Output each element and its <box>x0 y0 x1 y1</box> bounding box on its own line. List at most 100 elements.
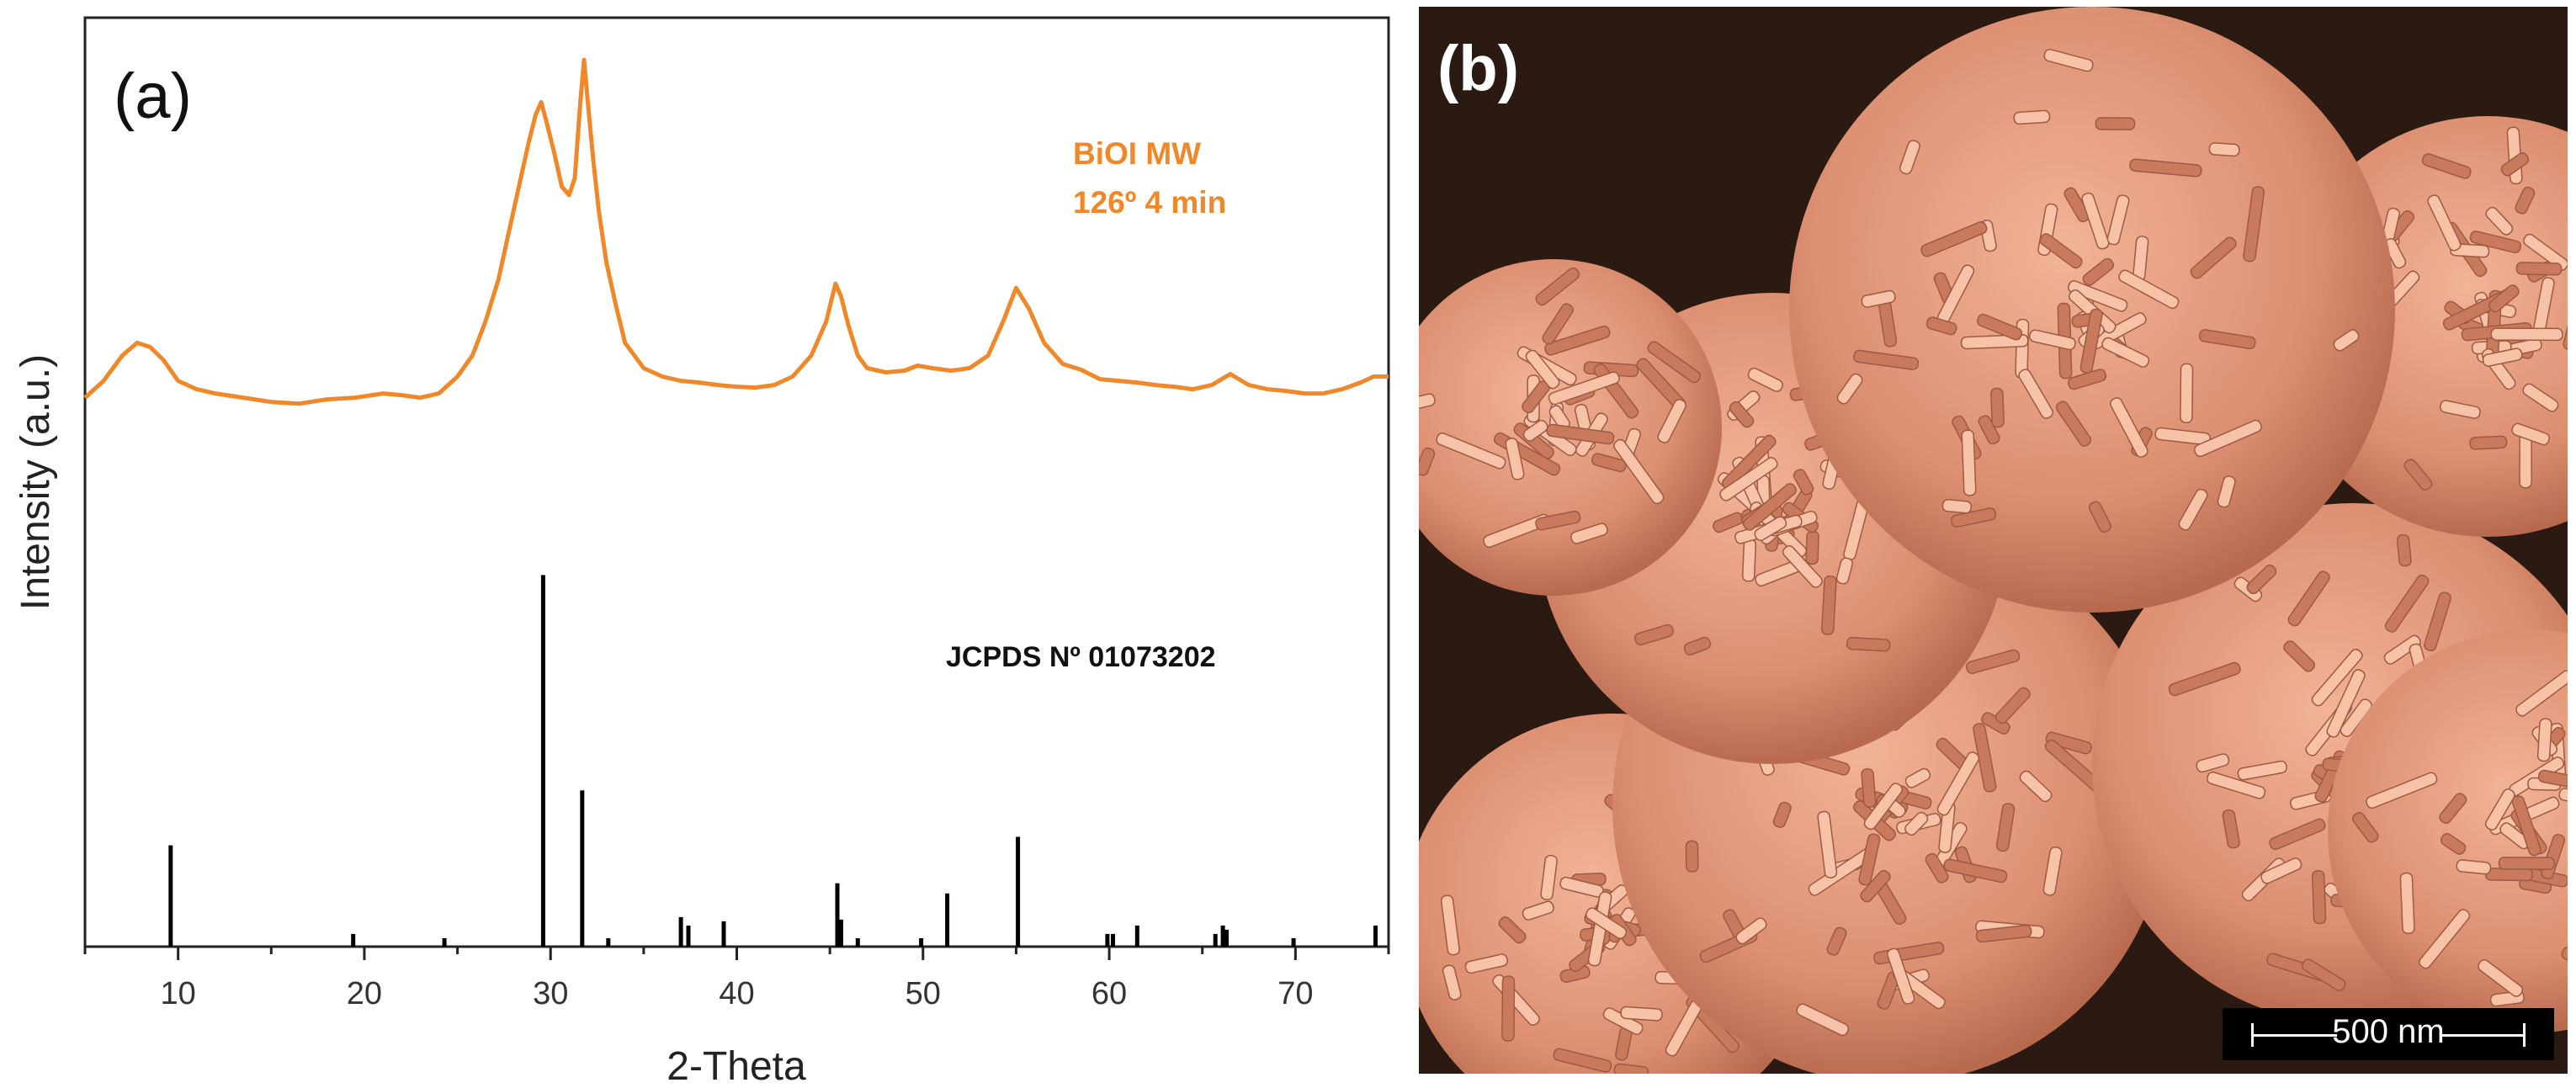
nanoplate <box>1647 341 1702 384</box>
nanoplate <box>2207 771 2266 799</box>
nanoplate <box>1863 783 1904 831</box>
nanoplate <box>1826 926 1847 956</box>
nanoplate <box>2118 269 2180 310</box>
nanoplate <box>2208 142 2240 157</box>
nanoplate <box>2311 648 2363 707</box>
nanoplate <box>2029 329 2076 351</box>
nanoplate <box>1498 916 1527 944</box>
nanoplate <box>1442 964 1462 1000</box>
nanoplate <box>1544 325 1611 356</box>
nanoplate <box>1943 858 2008 884</box>
scale-bar-tick-right <box>2523 1023 2526 1047</box>
nanoplate <box>2193 419 2262 458</box>
nanoplate <box>1782 545 1823 588</box>
nanoplate <box>1722 434 1777 491</box>
nanoplate <box>1525 349 1560 390</box>
reference-peak-stick <box>678 916 683 947</box>
reference-peak-stick <box>540 575 545 947</box>
nanoplate <box>2419 909 2471 969</box>
nanoplate <box>2490 327 2563 342</box>
nanoplate <box>1436 433 1506 470</box>
reference-peak-stick <box>835 883 840 947</box>
nanoplate <box>2523 233 2568 271</box>
nanoplate <box>2427 194 2462 252</box>
nanoplate <box>1729 401 1755 428</box>
nanoplate <box>1735 917 1767 945</box>
reference-sticks <box>168 575 1378 947</box>
nanoplate <box>1817 810 1838 878</box>
nanoplate <box>1440 894 1460 956</box>
x-axis-label: 2-Theta <box>667 1044 806 1088</box>
nanoplate <box>2469 435 2508 450</box>
nanoplate <box>1941 498 1973 514</box>
nanoplate <box>1951 507 1997 528</box>
nanoplate <box>1585 907 1628 940</box>
nanoplate <box>1990 387 2005 428</box>
nanoplate <box>2440 400 2481 419</box>
nanoplate <box>2326 669 2366 738</box>
nanoplate <box>1522 900 1554 921</box>
nanoplate <box>2488 284 2520 313</box>
nanoplate <box>2366 772 2438 809</box>
nanoplate <box>2484 868 2534 882</box>
y-axis-label: Intensity (a.u.) <box>13 354 58 610</box>
nanoplate <box>1548 371 1620 406</box>
nanoplate <box>2515 670 2568 717</box>
nanoplate <box>2237 760 2287 781</box>
nanoplate <box>1904 767 1931 788</box>
nanoplate <box>1620 1006 1663 1022</box>
reference-peak-stick <box>686 925 691 947</box>
nanoplate <box>2500 152 2530 177</box>
nanoplate <box>1505 438 1525 480</box>
nanoplate <box>2515 186 2536 215</box>
nanoplate <box>1540 854 1558 900</box>
nanoplate <box>2403 459 2433 491</box>
scale-bar-label: 500 nm <box>2332 1013 2445 1050</box>
nanoplate <box>2269 818 2326 851</box>
nanoplate <box>1742 483 1797 531</box>
scale-bar-tick-left <box>2251 1023 2254 1047</box>
x-tick-label: 60 <box>1091 976 1127 1011</box>
nanoplate <box>1542 303 1574 345</box>
nanoplate <box>2469 230 2521 253</box>
sem-micrograph: (b) 500 nm <box>1419 7 2568 1074</box>
nanoplate <box>2511 422 2551 446</box>
nanoplate <box>2352 812 2379 843</box>
nanoplate <box>1858 833 1881 886</box>
x-tick-label: 30 <box>533 976 568 1011</box>
nanoplate <box>2043 48 2094 72</box>
reference-peak-stick <box>1105 933 1110 947</box>
nanoplate <box>2042 847 2063 896</box>
nanoplate <box>1657 399 1686 443</box>
nanoplate <box>2522 383 2559 412</box>
scale-bar: 500 nm <box>2223 1008 2554 1060</box>
reference-peak-stick <box>721 921 726 947</box>
nanoplate <box>1796 1003 1850 1037</box>
nanoplate <box>1633 624 1674 646</box>
reference-peak-stick <box>1016 836 1021 947</box>
nanoplate <box>1994 687 2031 724</box>
annotation-sample-conditions: 126º 4 min <box>1073 185 1226 220</box>
nanoplate <box>2013 109 2051 125</box>
reference-peak-stick <box>606 938 611 947</box>
nanoplate <box>2067 280 2128 312</box>
nanoplate <box>1861 289 1896 308</box>
reference-peak-stick <box>1213 933 1218 947</box>
nanoplate <box>1535 267 1580 306</box>
nanoplate <box>2383 634 2421 665</box>
nanoplate <box>2536 718 2552 762</box>
nanoplate <box>2537 769 2568 793</box>
nanoplate <box>1853 349 1920 370</box>
nanoplate <box>2311 870 2327 925</box>
nanoplate <box>2180 363 2194 423</box>
nanoplate <box>1747 367 1783 392</box>
reference-peak-stick <box>1220 925 1225 947</box>
x-tick-label: 50 <box>906 976 941 1011</box>
reference-peak-stick <box>1134 925 1139 947</box>
nanoplate <box>2217 475 2236 508</box>
nanoplate <box>2302 958 2346 991</box>
nanoplate <box>2129 158 2202 178</box>
nanoplate <box>1683 636 1712 655</box>
x-tick-label: 10 <box>161 976 196 1011</box>
